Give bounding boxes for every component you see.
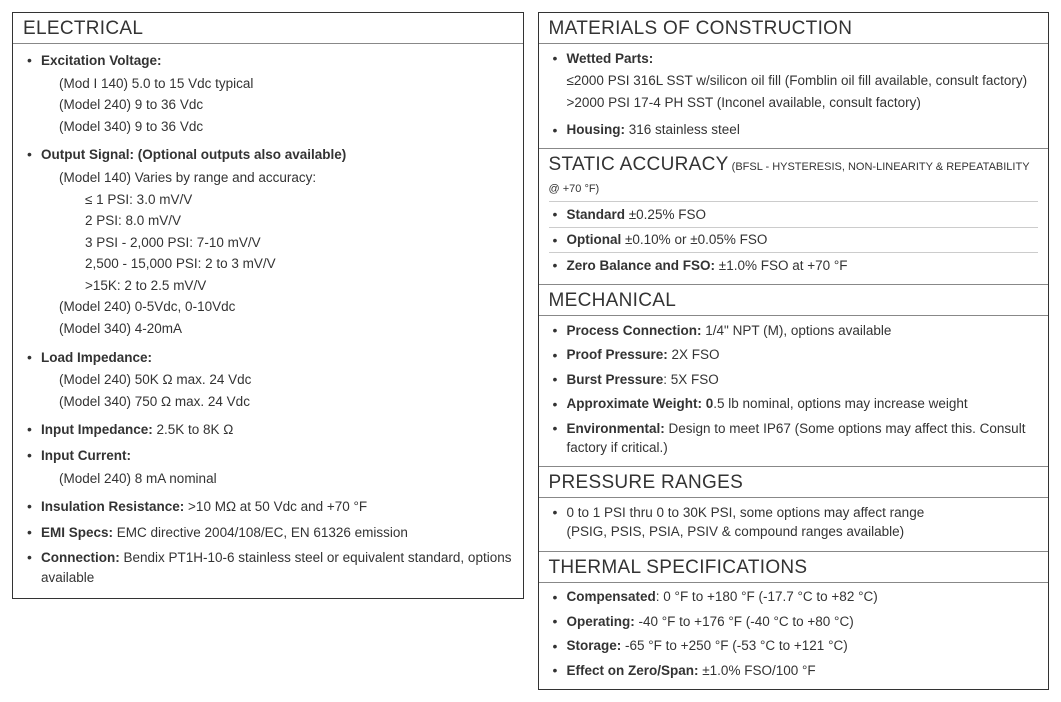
burst-value: : 5X FSO bbox=[663, 372, 719, 387]
pressure-line1: 0 to 1 PSI thru 0 to 30K PSI, some optio… bbox=[567, 505, 925, 520]
process-connection: Process Connection: 1/4" NPT (M), option… bbox=[549, 318, 1039, 343]
proof-label: Proof Pressure: bbox=[567, 347, 668, 362]
emi-specs: EMI Specs: EMC directive 2004/108/EC, EN… bbox=[23, 520, 513, 546]
thermal-operating: Operating: -40 °F to +176 °F (-40 °C to … bbox=[549, 609, 1039, 634]
inputcur-label: Input Current: bbox=[41, 448, 131, 463]
pressure-title: PRESSURE RANGES bbox=[539, 467, 1049, 497]
inputcur-lines: (Model 240) 8 mA nominal bbox=[41, 466, 513, 492]
proof-pressure: Proof Pressure: 2X FSO bbox=[549, 343, 1039, 368]
optional-label: Optional bbox=[567, 232, 622, 247]
accuracy-title: STATIC ACCURACY (BFSL - HYSTERESIS, NON-… bbox=[539, 149, 1049, 201]
output-indented: 2 PSI: 8.0 mV/V bbox=[59, 210, 513, 232]
process-value: 1/4" NPT (M), options available bbox=[702, 323, 892, 338]
zero-value: ±1.0% FSO at +70 °F bbox=[715, 258, 848, 273]
process-label: Process Connection: bbox=[567, 323, 702, 338]
environmental: Environmental: Design to meet IP67 (Some… bbox=[549, 416, 1039, 460]
weight-label: Approximate Weight: 0 bbox=[567, 396, 714, 411]
mechanical-title: MECHANICAL bbox=[539, 285, 1049, 315]
burst-pressure: Burst Pressure: 5X FSO bbox=[549, 367, 1039, 392]
insulation-resistance: Insulation Resistance: >10 MΩ at 50 Vdc … bbox=[23, 494, 513, 520]
weight-value: .5 lb nominal, options may increase weig… bbox=[713, 396, 967, 411]
wetted-label: Wetted Parts: bbox=[567, 51, 654, 66]
output-indented: 2,500 - 15,000 PSI: 2 to 3 mV/V bbox=[59, 253, 513, 275]
comp-label: Compensated bbox=[567, 589, 656, 604]
connection: Connection: Bendix PT1H-10-6 stainless s… bbox=[23, 545, 513, 590]
loadimp-label: Load Impedance: bbox=[41, 350, 152, 365]
wetted-line: ≤2000 PSI 316L SST w/silicon oil fill (F… bbox=[567, 73, 1028, 88]
output-indented: ≤ 1 PSI: 3.0 mV/V bbox=[59, 189, 513, 211]
zero-label: Zero Balance and FSO: bbox=[567, 258, 716, 273]
burst-label: Burst Pressure bbox=[567, 372, 664, 387]
wetted-line: >2000 PSI 17-4 PH SST (Inconel available… bbox=[567, 95, 921, 110]
loadimp-line: (Model 240) 50K Ω max. 24 Vdc bbox=[59, 372, 251, 387]
output-tail: (Model 240) 0-5Vdc, 0-10Vdc bbox=[59, 299, 235, 314]
accuracy-standard: Standard ±0.25% FSO bbox=[549, 201, 1039, 227]
inputcur-line: (Model 240) 8 mA nominal bbox=[59, 471, 217, 486]
electrical-title: ELECTRICAL bbox=[13, 13, 523, 43]
thermal-title: THERMAL SPECIFICATIONS bbox=[539, 552, 1049, 582]
insul-value: >10 MΩ at 50 Vdc and +70 °F bbox=[184, 499, 367, 514]
pressure-line2: (PSIG, PSIS, PSIA, PSIV & compound range… bbox=[567, 524, 905, 539]
inputimp-label: Input Impedance: bbox=[41, 422, 153, 437]
output-head: (Model 140) Varies by range and accuracy… bbox=[59, 170, 316, 185]
mechanical-section: MECHANICAL Process Connection: 1/4" NPT … bbox=[539, 284, 1049, 466]
loadimp-lines: (Model 240) 50K Ω max. 24 Vdc (Model 340… bbox=[41, 367, 513, 414]
loadimp-line: (Model 340) 750 Ω max. 24 Vdc bbox=[59, 394, 250, 409]
output-label: Output Signal: (Optional outputs also av… bbox=[41, 147, 346, 162]
electrical-panel: ELECTRICAL Excitation Voltage: (Mod I 14… bbox=[12, 12, 524, 599]
standard-value: ±0.25% FSO bbox=[625, 207, 706, 222]
excitation-line: (Model 340) 9 to 36 Vdc bbox=[59, 119, 203, 134]
materials-title: MATERIALS OF CONSTRUCTION bbox=[539, 13, 1049, 43]
storage-label: Storage: bbox=[567, 638, 622, 653]
standard-label: Standard bbox=[567, 207, 626, 222]
output-signal: Output Signal: (Optional outputs also av… bbox=[23, 142, 513, 344]
conn-label: Connection: bbox=[41, 550, 120, 565]
effect-label: Effect on Zero/Span: bbox=[567, 663, 699, 678]
output-indented: >15K: 2 to 2.5 mV/V bbox=[59, 275, 513, 297]
housing: Housing: 316 stainless steel bbox=[549, 118, 1039, 143]
accuracy-title-text: STATIC ACCURACY bbox=[549, 154, 729, 175]
storage-value: -65 °F to +250 °F (-53 °C to +121 °C) bbox=[621, 638, 847, 653]
oper-label: Operating: bbox=[567, 614, 635, 629]
comp-value: : 0 °F to +180 °F (-17.7 °C to +82 °C) bbox=[656, 589, 878, 604]
right-panel: MATERIALS OF CONSTRUCTION Wetted Parts: … bbox=[538, 12, 1050, 690]
emi-value: EMC directive 2004/108/EC, EN 61326 emis… bbox=[113, 525, 408, 540]
output-lines: (Model 140) Varies by range and accuracy… bbox=[41, 165, 513, 342]
proof-value: 2X FSO bbox=[668, 347, 720, 362]
thermal-storage: Storage: -65 °F to +250 °F (-53 °C to +1… bbox=[549, 634, 1039, 659]
input-impedance: Input Impedance: 2.5K to 8K Ω bbox=[23, 417, 513, 443]
inputimp-value: 2.5K to 8K Ω bbox=[153, 422, 234, 437]
thermal-compensated: Compensated: 0 °F to +180 °F (-17.7 °C t… bbox=[549, 585, 1039, 610]
pressure-section: PRESSURE RANGES 0 to 1 PSI thru 0 to 30K… bbox=[539, 466, 1049, 550]
optional-value: ±0.10% or ±0.05% FSO bbox=[621, 232, 767, 247]
wetted-parts: Wetted Parts: ≤2000 PSI 316L SST w/silic… bbox=[549, 46, 1039, 118]
effect-value: ±1.0% FSO/100 °F bbox=[699, 663, 816, 678]
excitation-voltage: Excitation Voltage: (Mod I 140) 5.0 to 1… bbox=[23, 48, 513, 142]
env-label: Environmental: bbox=[567, 421, 665, 436]
housing-label: Housing: bbox=[567, 122, 626, 137]
excitation-line: (Model 240) 9 to 36 Vdc bbox=[59, 97, 203, 112]
electrical-content: Excitation Voltage: (Mod I 140) 5.0 to 1… bbox=[13, 44, 523, 598]
emi-label: EMI Specs: bbox=[41, 525, 113, 540]
oper-value: -40 °F to +176 °F (-40 °C to +80 °C) bbox=[635, 614, 854, 629]
excitation-lines: (Mod I 140) 5.0 to 15 Vdc typical (Model… bbox=[41, 71, 513, 140]
spec-sheet: ELECTRICAL Excitation Voltage: (Mod I 14… bbox=[12, 12, 1049, 690]
accuracy-optional: Optional ±0.10% or ±0.05% FSO bbox=[549, 227, 1039, 253]
accuracy-zero: Zero Balance and FSO: ±1.0% FSO at +70 °… bbox=[549, 252, 1039, 278]
pressure-range: 0 to 1 PSI thru 0 to 30K PSI, some optio… bbox=[549, 500, 1039, 544]
load-impedance: Load Impedance: (Model 240) 50K Ω max. 2… bbox=[23, 345, 513, 418]
materials-section: MATERIALS OF CONSTRUCTION Wetted Parts: … bbox=[539, 13, 1049, 148]
thermal-effect: Effect on Zero/Span: ±1.0% FSO/100 °F bbox=[549, 658, 1039, 683]
accuracy-section: STATIC ACCURACY (BFSL - HYSTERESIS, NON-… bbox=[539, 148, 1049, 284]
excitation-label: Excitation Voltage: bbox=[41, 53, 162, 68]
input-current: Input Current: (Model 240) 8 mA nominal bbox=[23, 443, 513, 494]
output-indented: 3 PSI - 2,000 PSI: 7-10 mV/V bbox=[59, 232, 513, 254]
output-tail: (Model 340) 4-20mA bbox=[59, 321, 182, 336]
insul-label: Insulation Resistance: bbox=[41, 499, 184, 514]
excitation-line: (Mod I 140) 5.0 to 15 Vdc typical bbox=[59, 76, 253, 91]
approximate-weight: Approximate Weight: 0.5 lb nominal, opti… bbox=[549, 392, 1039, 417]
housing-value: 316 stainless steel bbox=[625, 122, 740, 137]
thermal-section: THERMAL SPECIFICATIONS Compensated: 0 °F… bbox=[539, 551, 1049, 689]
